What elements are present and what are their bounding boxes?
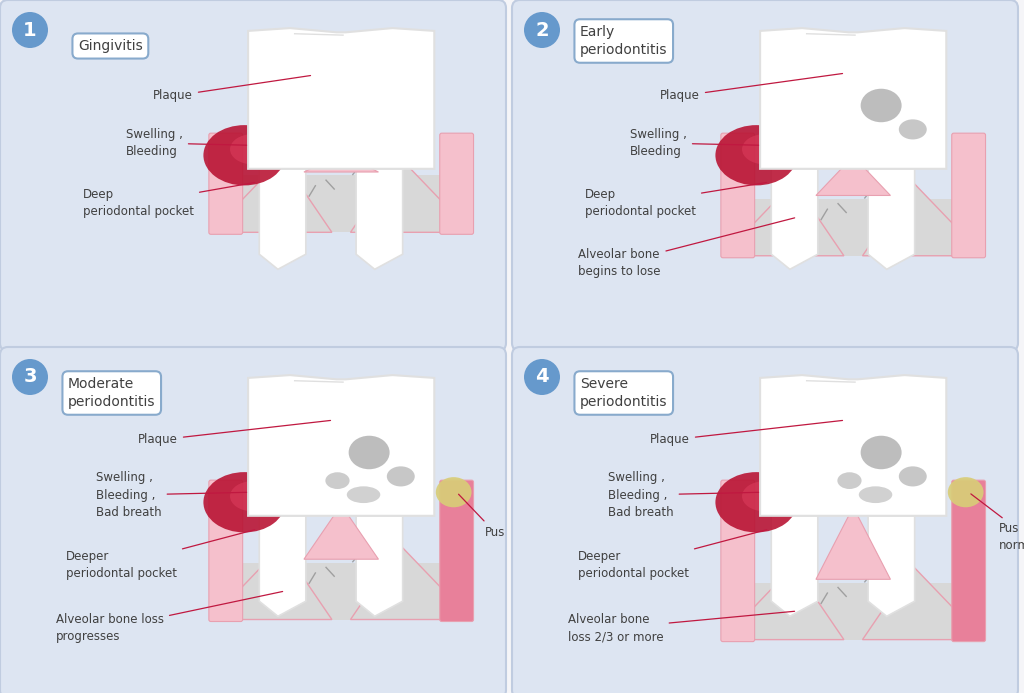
Polygon shape [356, 169, 402, 270]
Text: Swelling ,
Bleeding: Swelling , Bleeding [630, 128, 759, 158]
Text: 4: 4 [536, 367, 549, 387]
Polygon shape [211, 563, 471, 620]
Ellipse shape [899, 119, 927, 139]
FancyBboxPatch shape [211, 572, 471, 620]
Ellipse shape [742, 134, 787, 164]
Ellipse shape [859, 486, 892, 503]
Text: Deep
periodontal pocket: Deep periodontal pocket [585, 182, 767, 218]
Ellipse shape [860, 89, 901, 122]
FancyBboxPatch shape [723, 209, 983, 256]
Text: Plaque: Plaque [153, 76, 310, 103]
Polygon shape [248, 28, 434, 169]
Polygon shape [350, 159, 471, 232]
Ellipse shape [436, 477, 471, 507]
Polygon shape [862, 566, 983, 640]
Polygon shape [868, 516, 914, 616]
Polygon shape [259, 516, 306, 616]
FancyBboxPatch shape [951, 133, 985, 258]
Text: Alveolar bone
loss 2/3 or more: Alveolar bone loss 2/3 or more [568, 611, 795, 643]
Text: 3: 3 [24, 367, 37, 387]
Text: Pus: Pus [459, 494, 505, 538]
Ellipse shape [387, 466, 415, 486]
Ellipse shape [716, 125, 798, 186]
Polygon shape [862, 182, 983, 256]
Circle shape [524, 359, 560, 395]
Text: Deep
periodontal pocket: Deep periodontal pocket [83, 182, 255, 218]
Ellipse shape [860, 436, 901, 469]
Text: Plaque: Plaque [660, 73, 843, 103]
Ellipse shape [326, 472, 349, 489]
Polygon shape [816, 156, 891, 195]
FancyBboxPatch shape [0, 0, 506, 351]
Polygon shape [723, 199, 983, 256]
Text: Alveolar bone
begins to lose: Alveolar bone begins to lose [578, 218, 795, 278]
FancyBboxPatch shape [439, 480, 473, 622]
Ellipse shape [899, 466, 927, 486]
Polygon shape [723, 182, 844, 256]
Polygon shape [760, 375, 946, 516]
Ellipse shape [230, 481, 275, 511]
Polygon shape [211, 175, 471, 232]
Text: 1: 1 [24, 21, 37, 40]
Text: Gingivitis: Gingivitis [78, 39, 142, 53]
Polygon shape [304, 154, 379, 172]
Polygon shape [760, 28, 946, 169]
Polygon shape [816, 507, 891, 579]
Text: Early
periodontitis: Early periodontitis [580, 25, 668, 58]
FancyBboxPatch shape [512, 0, 1018, 351]
Text: Plaque: Plaque [650, 421, 843, 446]
FancyBboxPatch shape [211, 186, 471, 232]
Polygon shape [211, 546, 332, 620]
Text: Swelling ,
Bleeding: Swelling , Bleeding [126, 128, 247, 158]
FancyBboxPatch shape [723, 593, 983, 640]
FancyBboxPatch shape [0, 347, 506, 693]
Ellipse shape [230, 134, 275, 164]
FancyBboxPatch shape [951, 480, 985, 642]
Circle shape [524, 12, 560, 48]
Text: Plaque: Plaque [138, 421, 331, 446]
Ellipse shape [838, 472, 861, 489]
Ellipse shape [716, 472, 798, 532]
Text: Severe
periodontitis: Severe periodontitis [580, 377, 668, 409]
Polygon shape [248, 375, 434, 516]
Text: Deeper
periodontal pocket: Deeper periodontal pocket [578, 529, 767, 580]
Text: Swelling ,
Bleeding ,
Bad breath: Swelling , Bleeding , Bad breath [608, 471, 759, 518]
Circle shape [12, 359, 48, 395]
Ellipse shape [204, 472, 286, 532]
Polygon shape [304, 505, 379, 559]
Text: 2: 2 [536, 21, 549, 40]
Polygon shape [211, 159, 332, 232]
Ellipse shape [348, 436, 389, 469]
Polygon shape [259, 169, 306, 270]
FancyBboxPatch shape [721, 480, 755, 642]
Polygon shape [356, 516, 402, 616]
Text: Swelling ,
Bleeding ,
Bad breath: Swelling , Bleeding , Bad breath [96, 471, 247, 518]
Text: Moderate
periodontitis: Moderate periodontitis [68, 377, 156, 409]
Ellipse shape [347, 486, 380, 503]
Polygon shape [868, 169, 914, 270]
Circle shape [12, 12, 48, 48]
FancyBboxPatch shape [721, 133, 755, 258]
FancyBboxPatch shape [512, 347, 1018, 693]
Ellipse shape [204, 125, 286, 186]
FancyBboxPatch shape [209, 480, 243, 622]
Polygon shape [771, 516, 818, 616]
Polygon shape [771, 169, 818, 270]
Text: Alveolar bone loss
progresses: Alveolar bone loss progresses [56, 592, 283, 643]
Text: Pus
normalize: Pus normalize [971, 494, 1024, 552]
FancyBboxPatch shape [209, 133, 243, 234]
Text: Deeper
periodontal pocket: Deeper periodontal pocket [66, 529, 255, 580]
Polygon shape [350, 546, 471, 620]
FancyBboxPatch shape [439, 133, 473, 234]
Ellipse shape [742, 481, 787, 511]
Polygon shape [723, 583, 983, 640]
Polygon shape [723, 566, 844, 640]
Ellipse shape [948, 477, 983, 507]
